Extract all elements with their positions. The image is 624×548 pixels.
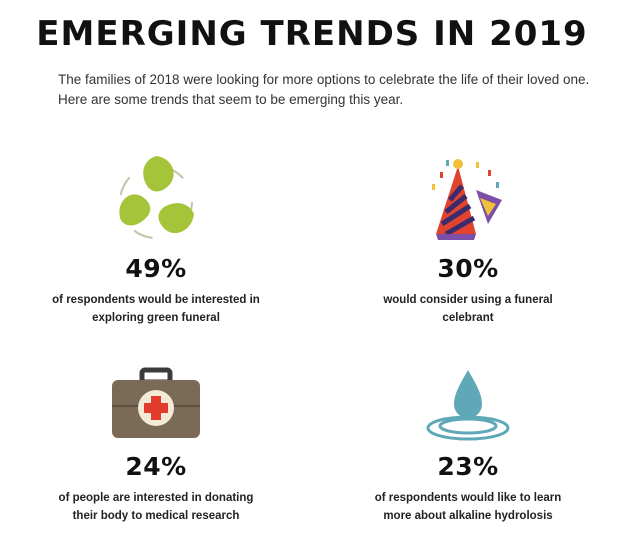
stat-description: of respondents would be interested in ex…	[6, 291, 306, 327]
stat-description: would consider using a funeral celebrant	[318, 291, 618, 327]
stat-description-line: their body to medical research	[72, 510, 240, 522]
page-title: EMERGING TRENDS IN 2019	[36, 14, 588, 54]
stat-description-line: of respondents would like to learn	[374, 492, 562, 504]
stat-description: of people are interested in donating the…	[6, 489, 306, 525]
stat-percent: 24%	[125, 452, 187, 481]
stat-percent: 23%	[437, 452, 499, 481]
stat-card-medical-research: 24% of people are interested in donating…	[6, 362, 306, 525]
stat-percent: 30%	[437, 254, 499, 283]
stat-description: of respondents would like to learn more …	[318, 489, 618, 525]
water-drop-icon	[318, 362, 618, 442]
stat-percent: 49%	[125, 254, 187, 283]
stat-description-line: would consider using a funeral	[383, 294, 553, 306]
stat-description-line: of respondents would be interested in	[52, 294, 260, 306]
intro-text: The families of 2018 were looking for mo…	[58, 72, 590, 107]
stat-description-line: of people are interested in donating	[58, 492, 254, 504]
stat-card-alkaline-hydrolysis: 23% of respondents would like to learn m…	[318, 362, 618, 525]
stat-description-line: celebrant	[442, 312, 494, 324]
stat-card-funeral-celebrant: 30% would consider using a funeral celeb…	[318, 148, 618, 327]
recycle-leaves-icon	[6, 148, 306, 244]
party-hat-icon	[318, 148, 618, 244]
medical-kit-icon	[6, 362, 306, 442]
stat-description-line: exploring green funeral	[92, 312, 220, 324]
stat-card-green-funeral: 49% of respondents would be interested i…	[6, 148, 306, 327]
stat-description-line: more about alkaline hydrolosis	[383, 510, 553, 522]
